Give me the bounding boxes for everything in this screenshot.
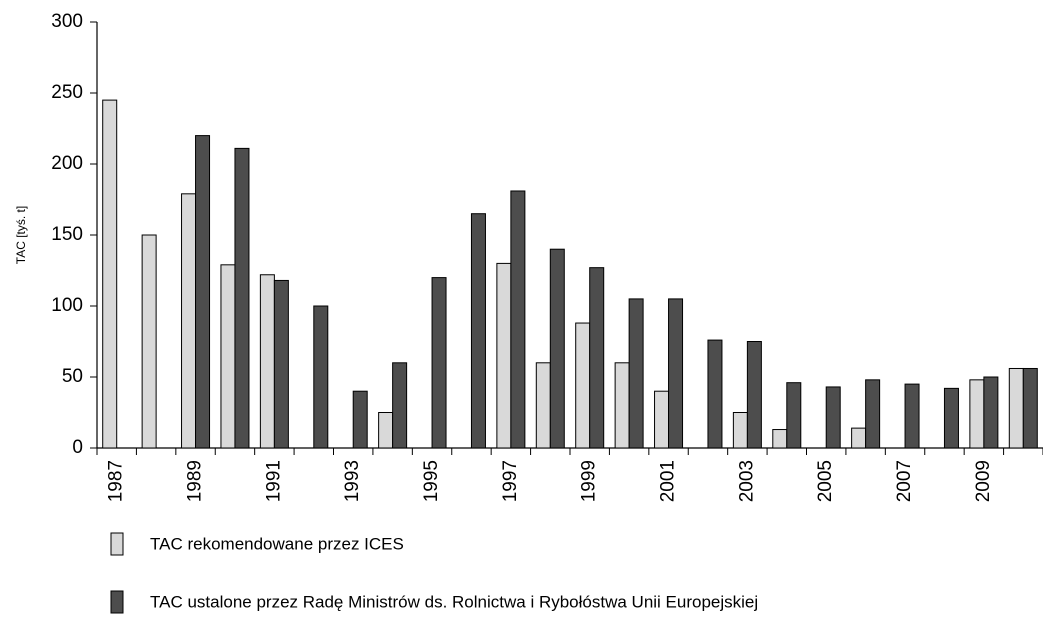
bar xyxy=(181,193,197,449)
bar xyxy=(746,341,762,449)
bar xyxy=(904,383,920,449)
bar xyxy=(510,190,526,449)
bar xyxy=(983,376,999,449)
bar xyxy=(470,213,486,449)
x-tick-label: 1995 xyxy=(421,460,442,502)
bar xyxy=(141,234,157,449)
bar xyxy=(496,262,512,449)
bar xyxy=(589,267,605,449)
bar xyxy=(654,390,670,449)
x-tick-label: 1987 xyxy=(106,460,127,502)
legend-swatch xyxy=(110,532,124,556)
bar xyxy=(392,362,408,449)
bar xyxy=(732,412,748,449)
bar xyxy=(102,99,118,449)
y-tick-label: 200 xyxy=(51,153,83,174)
bar xyxy=(628,298,644,449)
bar xyxy=(668,298,684,449)
bar xyxy=(851,427,867,449)
bar xyxy=(969,379,985,449)
y-axis-label: TAC [tyś. t] xyxy=(14,206,28,264)
bar xyxy=(707,339,723,449)
bar xyxy=(943,387,959,449)
x-tick-label: 2001 xyxy=(658,460,679,502)
x-tick-label: 2005 xyxy=(815,460,836,502)
bar xyxy=(234,147,250,449)
bar xyxy=(352,390,368,449)
bar xyxy=(825,386,841,449)
bar xyxy=(259,274,275,449)
bar xyxy=(535,362,551,449)
bar xyxy=(575,322,591,449)
x-tick-label: 1989 xyxy=(185,460,206,502)
legend-label: TAC rekomendowane przez ICES xyxy=(150,534,404,553)
bar xyxy=(1022,367,1038,449)
y-tick-label: 0 xyxy=(72,437,83,458)
y-tick-label: 100 xyxy=(51,295,83,316)
legend-swatch xyxy=(110,590,124,614)
x-tick-label: 2009 xyxy=(973,460,994,502)
legend-label: TAC ustalone przez Radę Ministrów ds. Ro… xyxy=(150,592,758,611)
y-tick-label: 50 xyxy=(62,366,83,387)
bar xyxy=(378,412,394,449)
bar xyxy=(865,379,881,449)
x-tick-label: 1997 xyxy=(500,460,521,502)
x-tick-label: 1991 xyxy=(263,460,284,502)
y-tick-label: 250 xyxy=(51,82,83,103)
bar xyxy=(1008,367,1024,449)
x-tick-label: 2003 xyxy=(736,460,757,502)
x-tick-label: 2007 xyxy=(894,460,915,502)
x-tick-label: 1999 xyxy=(579,460,600,502)
x-tick-label: 1993 xyxy=(342,460,363,502)
y-tick-label: 300 xyxy=(51,11,83,32)
bar xyxy=(772,429,788,449)
bar xyxy=(549,248,565,449)
bar xyxy=(786,382,802,449)
bar xyxy=(220,264,236,449)
bar xyxy=(195,135,211,449)
bar xyxy=(313,305,329,449)
bar xyxy=(614,362,630,449)
bar xyxy=(431,277,447,449)
y-tick-label: 150 xyxy=(51,224,83,245)
bar xyxy=(273,279,289,449)
